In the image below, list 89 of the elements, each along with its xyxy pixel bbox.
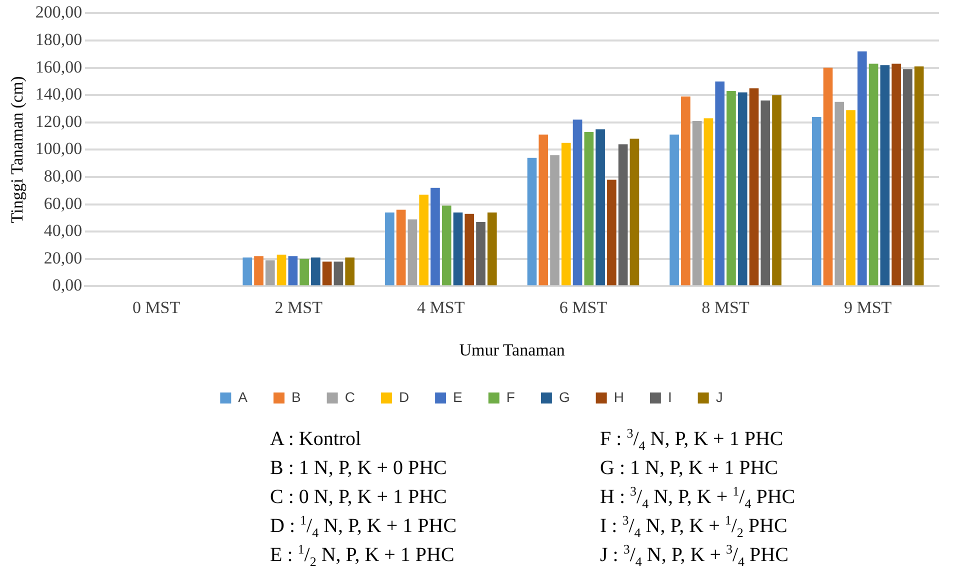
bar	[242, 258, 252, 286]
bar	[868, 64, 878, 286]
bar	[487, 212, 497, 286]
bar	[681, 96, 690, 286]
y-tick-label: 180,00	[35, 30, 82, 49]
x-tick-label: 2 MST	[274, 298, 324, 317]
bar	[823, 68, 833, 286]
legend-label: H	[614, 388, 624, 405]
bar	[812, 116, 822, 286]
y-tick-label: 60,00	[44, 194, 82, 213]
y-tick-label: 0,00	[52, 276, 82, 295]
bar	[430, 188, 440, 286]
bar	[834, 102, 844, 286]
bar	[561, 142, 571, 286]
bar	[772, 95, 782, 286]
bar	[846, 110, 856, 286]
y-tick-label: 120,00	[35, 112, 82, 131]
text: B : 1 N, P, K + 0 PHC	[270, 456, 448, 481]
legend-label: J	[716, 388, 723, 405]
bar	[880, 65, 890, 286]
y-tick-label: 80,00	[44, 166, 82, 186]
legend-label: I	[668, 388, 672, 405]
bar	[265, 260, 275, 286]
y-tick-label: 140,00	[35, 84, 82, 104]
bar	[419, 194, 429, 286]
bar	[618, 144, 628, 286]
x-axis-title: Umur Tanaman	[459, 340, 566, 360]
bar	[892, 64, 901, 286]
bar	[749, 88, 759, 286]
y-tick-label: 160,00	[35, 57, 82, 76]
bar	[396, 210, 406, 286]
bar	[538, 134, 548, 286]
legend-label: B	[292, 388, 301, 405]
y-tick-label: 40,00	[44, 221, 82, 240]
text: F : $^{3}$/$_{4}$ N, P, K + 1 PHC	[600, 425, 784, 454]
bar	[385, 212, 394, 286]
bar	[311, 258, 320, 286]
legend-label: G	[558, 388, 570, 405]
bar	[288, 256, 298, 286]
legend-label: C	[344, 388, 355, 405]
text: E : $^{1}$/$_{2}$ N, P, K + 1 PHC	[270, 541, 456, 570]
bar	[476, 222, 486, 286]
bar	[442, 206, 452, 286]
bar	[276, 254, 286, 286]
x-tick-label: 9 MST	[844, 298, 892, 317]
y-tick-label: 100,00	[35, 139, 82, 158]
bar	[726, 91, 736, 286]
bar	[300, 258, 309, 286]
text: H : $^{3}$/$_{4}$ N, P, K + $^{1}$/$_{4}$ PHC	[600, 483, 796, 511]
bar	[715, 81, 725, 286]
bar	[584, 132, 594, 286]
bar	[704, 118, 714, 286]
text: C : 0 N, P, K + 1 PHC	[270, 485, 448, 510]
bar	[692, 121, 702, 286]
legend-label: F	[506, 388, 515, 405]
y-tick-label: 200,00	[35, 2, 82, 22]
y-tick-label: 20,00	[44, 248, 82, 268]
bar	[464, 214, 474, 286]
bar	[334, 262, 344, 286]
legend-label: A	[238, 388, 248, 405]
bar	[322, 262, 332, 286]
x-tick-label: 0 MST	[132, 298, 181, 317]
bar	[527, 158, 537, 286]
bar	[903, 69, 912, 286]
bar	[914, 66, 924, 286]
bar	[857, 51, 867, 286]
bar	[738, 92, 748, 286]
bar	[345, 258, 355, 286]
legend-label: D	[398, 388, 410, 405]
text: J : $^{3}$/$_{4}$ N, P, K + $^{3}$/$_{4}$ PHC	[600, 541, 788, 569]
bar	[607, 180, 616, 286]
text: D : $^{1}$/$_{4}$ N, P, K + 1 PHC	[270, 512, 458, 541]
bar	[550, 155, 560, 286]
bar	[630, 138, 640, 286]
text: I : $^{3}$/$_{4}$ N, P, K + $^{1}$/$_{2}$ PHC	[600, 512, 788, 540]
y-axis-title: Tinggi Tanaman (cm)	[8, 76, 27, 224]
bar	[254, 256, 264, 286]
text: A : Kontrol	[270, 427, 362, 452]
bar	[596, 129, 605, 286]
bar	[760, 100, 770, 286]
x-tick-label: 8 MST	[702, 298, 750, 317]
bar	[670, 134, 679, 286]
x-tick-label: 6 MST	[559, 298, 608, 317]
bar	[572, 120, 582, 286]
bar	[453, 212, 463, 286]
text: G : 1 N, P, K + 1 PHC	[600, 456, 779, 481]
bar	[408, 219, 418, 286]
x-tick-label: 4 MST	[417, 298, 466, 317]
legend-label: E	[453, 388, 462, 405]
